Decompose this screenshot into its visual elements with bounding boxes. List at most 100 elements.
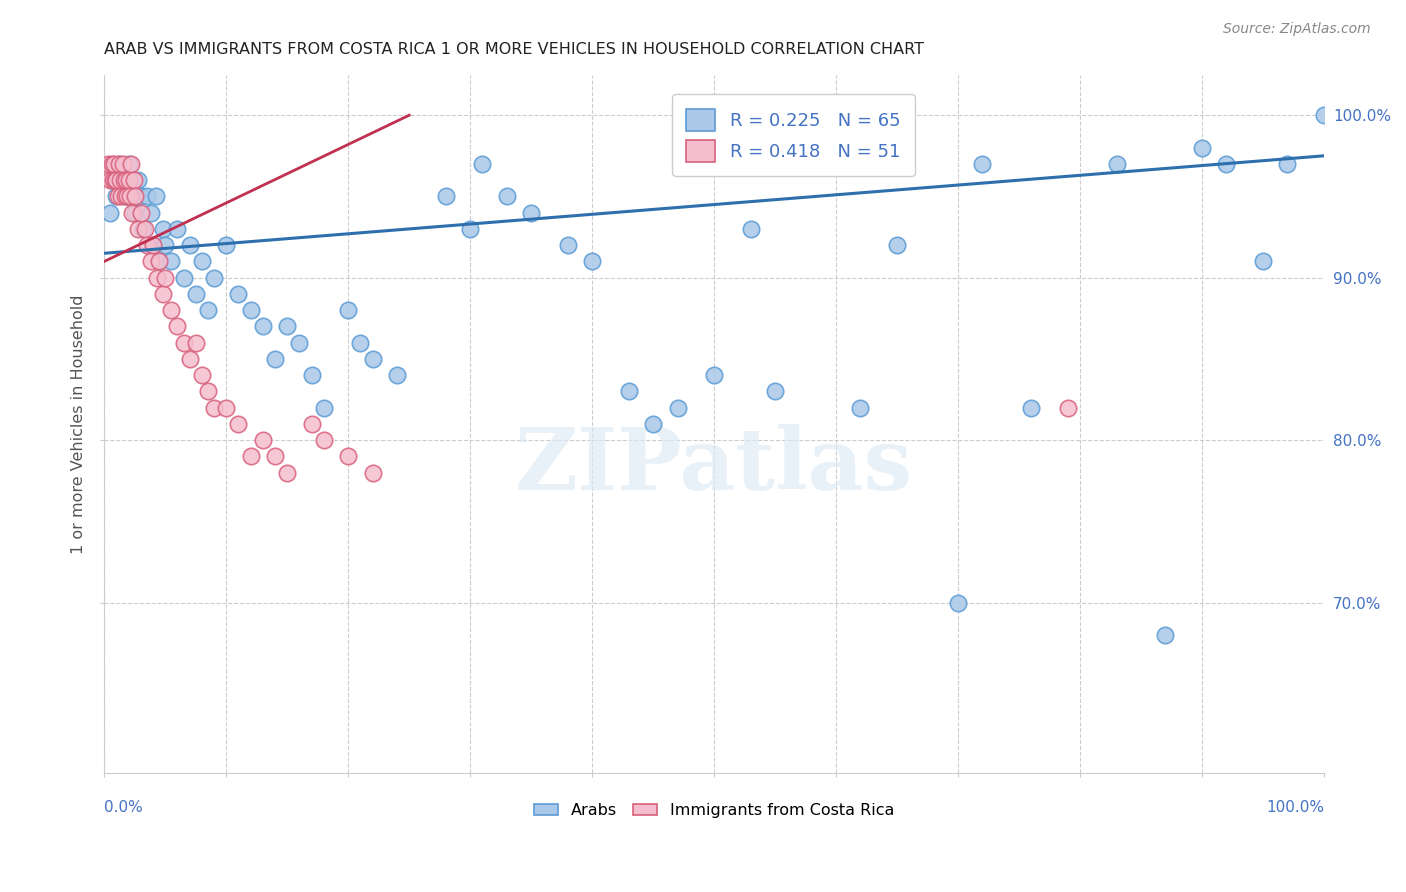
Point — [136, 189, 159, 203]
Point — [202, 401, 225, 415]
Point — [101, 173, 124, 187]
Point — [276, 466, 298, 480]
Point — [1019, 401, 1042, 415]
Point — [215, 401, 238, 415]
Point — [471, 157, 494, 171]
Point — [239, 450, 262, 464]
Point — [184, 335, 207, 350]
Point — [228, 417, 250, 431]
Point — [703, 368, 725, 383]
Point — [152, 286, 174, 301]
Point — [134, 222, 156, 236]
Point — [127, 173, 149, 187]
Point — [121, 205, 143, 219]
Point — [173, 270, 195, 285]
Point — [301, 368, 323, 383]
Point — [120, 157, 142, 171]
Point — [557, 238, 579, 252]
Text: 0.0%: 0.0% — [104, 799, 143, 814]
Point — [97, 157, 120, 171]
Point — [1277, 157, 1299, 171]
Point — [115, 189, 138, 203]
Point — [264, 351, 287, 366]
Point — [666, 401, 689, 415]
Point — [434, 189, 457, 203]
Point — [1105, 157, 1128, 171]
Point — [129, 189, 152, 203]
Point — [112, 173, 135, 187]
Point — [100, 173, 122, 187]
Point — [145, 270, 167, 285]
Point — [458, 222, 481, 236]
Point — [111, 157, 134, 171]
Legend: Arabs, Immigrants from Costa Rica: Arabs, Immigrants from Costa Rica — [527, 797, 900, 824]
Point — [108, 157, 131, 171]
Point — [136, 238, 159, 252]
Point — [740, 222, 762, 236]
Point — [100, 157, 122, 171]
Point — [849, 401, 872, 415]
Point — [972, 157, 994, 171]
Point — [111, 173, 134, 187]
Point — [179, 351, 201, 366]
Point — [105, 173, 128, 187]
Point — [886, 238, 908, 252]
Point — [107, 189, 129, 203]
Point — [349, 335, 371, 350]
Point — [1056, 401, 1078, 415]
Point — [155, 238, 177, 252]
Point — [122, 173, 145, 187]
Point — [301, 417, 323, 431]
Point — [197, 384, 219, 399]
Point — [1313, 108, 1336, 122]
Point — [1215, 157, 1237, 171]
Point — [139, 254, 162, 268]
Point — [239, 303, 262, 318]
Point — [617, 384, 640, 399]
Point — [166, 222, 188, 236]
Point — [115, 173, 138, 187]
Point — [252, 319, 274, 334]
Point — [104, 173, 127, 187]
Y-axis label: 1 or more Vehicles in Household: 1 or more Vehicles in Household — [72, 294, 86, 554]
Point — [103, 157, 125, 171]
Point — [191, 254, 214, 268]
Point — [184, 286, 207, 301]
Point — [117, 189, 139, 203]
Point — [118, 157, 141, 171]
Point — [139, 205, 162, 219]
Point — [361, 466, 384, 480]
Point — [1154, 628, 1177, 642]
Point — [288, 335, 311, 350]
Text: ZIPatlas: ZIPatlas — [515, 424, 912, 508]
Point — [160, 303, 183, 318]
Point — [581, 254, 603, 268]
Point — [114, 189, 136, 203]
Point — [191, 368, 214, 383]
Point — [252, 433, 274, 447]
Point — [179, 238, 201, 252]
Point — [197, 303, 219, 318]
Point — [118, 173, 141, 187]
Point — [1251, 254, 1274, 268]
Point — [132, 222, 155, 236]
Point — [100, 205, 122, 219]
Point — [385, 368, 408, 383]
Point — [120, 173, 142, 187]
Point — [118, 189, 141, 203]
Point — [946, 595, 969, 609]
Point — [312, 401, 335, 415]
Point — [228, 286, 250, 301]
Point — [148, 254, 170, 268]
Point — [495, 189, 517, 203]
Point — [145, 189, 167, 203]
Point — [337, 450, 360, 464]
Point — [142, 238, 165, 252]
Point — [127, 222, 149, 236]
Point — [152, 222, 174, 236]
Point — [105, 189, 128, 203]
Text: Source: ZipAtlas.com: Source: ZipAtlas.com — [1223, 22, 1371, 37]
Point — [202, 270, 225, 285]
Point — [361, 351, 384, 366]
Point — [337, 303, 360, 318]
